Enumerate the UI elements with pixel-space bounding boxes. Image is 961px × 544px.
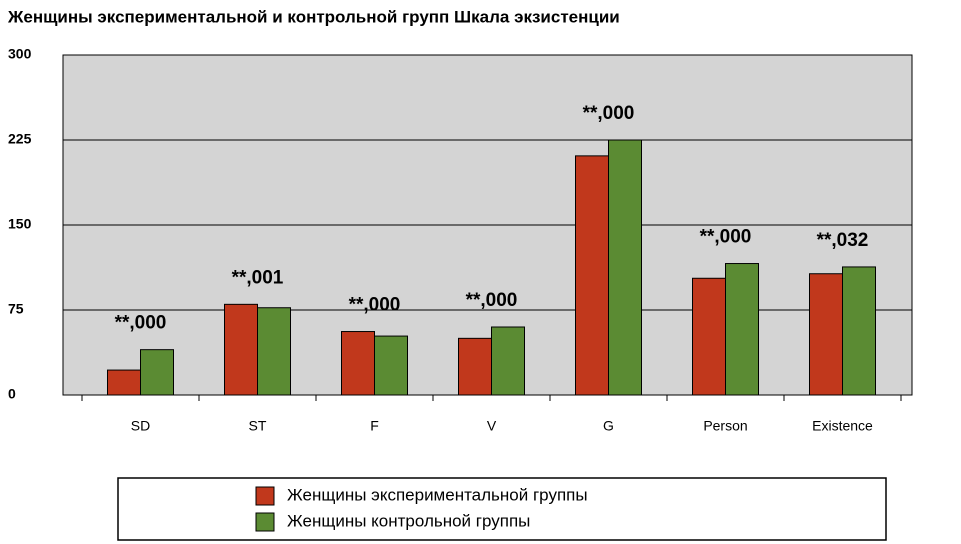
bar bbox=[374, 335, 408, 396]
annotation: **,000 bbox=[466, 290, 518, 311]
legend-box bbox=[117, 477, 887, 541]
y-tick-label: 75 bbox=[8, 301, 24, 317]
bar bbox=[458, 337, 492, 396]
bar bbox=[842, 266, 876, 396]
annotation: **,000 bbox=[115, 313, 167, 334]
bar bbox=[575, 155, 609, 396]
x-tick-label: F bbox=[370, 418, 379, 434]
annotation: **,000 bbox=[583, 103, 635, 124]
annotation: **,001 bbox=[232, 267, 284, 288]
annotation: **,032 bbox=[817, 230, 869, 251]
bar bbox=[224, 303, 258, 396]
bar bbox=[608, 139, 642, 396]
annotation: **,000 bbox=[700, 227, 752, 248]
legend-label: Женщины контрольной группы bbox=[287, 511, 530, 530]
x-tick-label: ST bbox=[249, 418, 267, 434]
legend-swatch bbox=[255, 486, 275, 506]
x-tick-label: Existence bbox=[812, 418, 873, 434]
bar bbox=[341, 331, 375, 396]
bar bbox=[257, 307, 291, 396]
annotation: **,000 bbox=[349, 295, 401, 316]
bar bbox=[809, 273, 843, 396]
legend-label: Женщины экспериментальной группы bbox=[287, 485, 588, 504]
bar bbox=[140, 349, 174, 396]
bar bbox=[107, 369, 141, 396]
y-tick-label: 225 bbox=[8, 131, 32, 147]
x-tick-label: G bbox=[603, 418, 614, 434]
x-tick-label: SD bbox=[131, 418, 150, 434]
legend-swatch bbox=[255, 512, 275, 532]
y-tick-label: 300 bbox=[8, 46, 32, 62]
chart-title: Женщины экспериментальной и контрольной … bbox=[7, 7, 620, 26]
bar bbox=[725, 263, 759, 396]
x-tick-label: V bbox=[487, 418, 497, 434]
y-tick-label: 0 bbox=[8, 386, 16, 402]
bar bbox=[692, 277, 726, 396]
bar bbox=[491, 326, 525, 396]
x-tick-label: Person bbox=[703, 418, 747, 434]
y-tick-label: 150 bbox=[8, 216, 32, 232]
